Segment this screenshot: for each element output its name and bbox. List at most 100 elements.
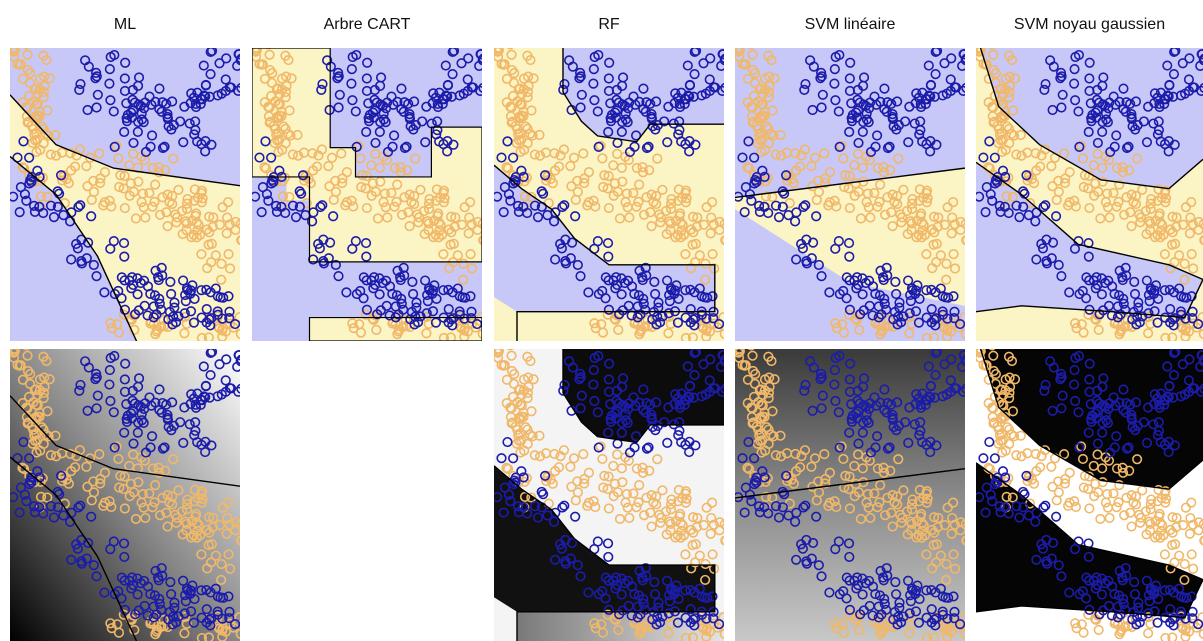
point-class-b	[756, 413, 767, 424]
point-class-a	[396, 298, 407, 309]
point-class-a	[1125, 98, 1136, 109]
point-class-a	[122, 410, 133, 421]
point-class-a	[879, 404, 890, 415]
point-class-a	[858, 72, 870, 83]
point-class-a	[1187, 313, 1198, 324]
point-class-a	[589, 95, 600, 106]
point-class-a	[992, 171, 1003, 183]
point-class-a	[10, 492, 19, 503]
point-class-a	[170, 317, 182, 328]
point-class-b	[1097, 477, 1108, 488]
point-class-b	[10, 349, 20, 354]
point-class-a	[1187, 606, 1198, 617]
point-class-a	[409, 96, 420, 107]
point-class-b	[680, 249, 691, 260]
point-class-a	[939, 359, 950, 370]
point-class-a	[1187, 382, 1198, 394]
point-class-b	[1126, 221, 1137, 232]
point-class-a	[156, 407, 167, 418]
point-class-b	[1179, 258, 1190, 269]
point-class-a	[824, 287, 835, 298]
point-class-a	[961, 383, 965, 394]
point-class-a	[671, 280, 682, 291]
point-class-b	[688, 512, 699, 523]
point-class-b	[17, 162, 28, 173]
point-class-a	[646, 409, 657, 420]
point-class-a	[673, 430, 684, 441]
point-class-b	[1165, 224, 1176, 235]
point-class-b	[838, 627, 850, 638]
point-class-a	[466, 82, 477, 93]
point-class-b	[644, 165, 655, 176]
point-class-b	[1181, 623, 1192, 634]
point-class-b	[788, 478, 799, 489]
point-class-b	[397, 209, 408, 220]
point-class-b	[119, 503, 130, 514]
point-class-a	[1114, 565, 1125, 577]
point-class-b	[813, 186, 825, 197]
point-class-a	[1120, 106, 1131, 117]
point-class-b	[690, 257, 701, 268]
point-class-b	[274, 89, 285, 100]
point-class-a	[1098, 72, 1109, 83]
point-class-a	[196, 439, 207, 450]
point-class-b	[88, 476, 99, 487]
point-class-a	[557, 201, 568, 213]
point-class-a	[360, 237, 372, 249]
point-class-b	[1009, 73, 1021, 84]
point-class-b	[509, 68, 520, 79]
point-class-b	[230, 517, 240, 528]
point-class-a	[622, 117, 633, 128]
point-class-b	[883, 614, 894, 626]
point-class-b	[1143, 328, 1154, 339]
point-class-a	[992, 472, 1003, 483]
point-class-b	[1199, 235, 1203, 245]
point-class-b	[113, 627, 125, 638]
point-class-a	[263, 195, 274, 206]
point-class-a	[662, 275, 673, 286]
point-class-a	[133, 72, 145, 83]
panel-svm-rbf-prob	[976, 349, 1203, 641]
point-class-a	[1117, 274, 1128, 286]
point-class-a	[815, 374, 826, 385]
point-class-b	[43, 431, 54, 442]
point-class-b	[277, 144, 288, 156]
point-class-a	[150, 265, 161, 276]
point-class-a	[315, 201, 326, 213]
point-class-b	[994, 129, 1005, 140]
point-class-a	[75, 500, 86, 511]
decision-boundary	[562, 349, 724, 444]
point-class-b	[865, 212, 876, 223]
point-class-b	[510, 421, 521, 432]
point-class-a	[909, 419, 920, 430]
point-class-b	[663, 628, 674, 639]
point-class-b	[880, 209, 891, 220]
point-class-a	[119, 275, 130, 286]
point-class-a	[168, 120, 179, 131]
point-class-a	[1159, 139, 1170, 150]
point-class-a	[690, 440, 701, 451]
point-class-b	[942, 323, 954, 334]
point-class-a	[588, 64, 599, 75]
point-class-b	[806, 461, 817, 472]
point-class-a	[1084, 275, 1095, 286]
point-class-b	[759, 84, 771, 95]
point-class-a	[1168, 392, 1179, 403]
point-class-a	[650, 589, 661, 600]
point-class-b	[149, 196, 160, 207]
point-class-b	[113, 153, 124, 164]
point-class-a	[875, 565, 886, 577]
point-class-a	[1164, 380, 1175, 391]
point-class-b	[590, 323, 601, 334]
point-class-b	[919, 530, 931, 541]
point-class-b	[35, 491, 47, 502]
point-class-a	[529, 501, 541, 512]
point-class-b	[572, 487, 584, 498]
point-class-b	[955, 216, 965, 228]
point-class-b	[665, 518, 676, 529]
point-class-a	[109, 141, 120, 152]
point-class-a	[913, 617, 925, 628]
point-class-b	[1179, 558, 1190, 570]
point-class-a	[575, 71, 586, 82]
point-class-b	[366, 190, 377, 201]
